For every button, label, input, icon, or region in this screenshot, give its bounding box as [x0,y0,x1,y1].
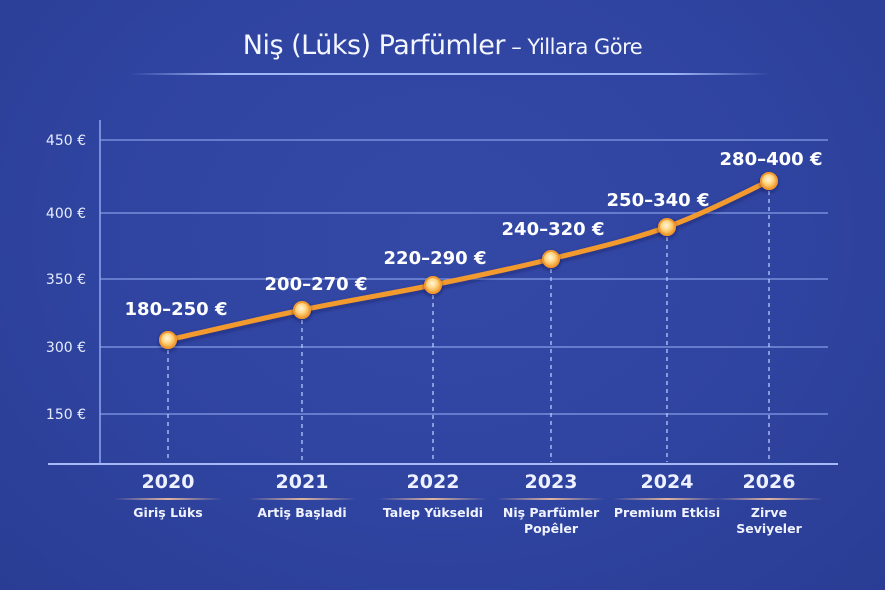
title-divider [130,73,770,75]
data-label: 180–250 € [125,299,228,320]
category-description: Seviyeler [736,521,802,536]
x-category-2020: 2020 Giriş Lüks [93,470,243,521]
x-category-2022: 2022 Talep Yükseldi [358,470,508,521]
category-year: 2026 [742,471,796,493]
x-category-2021: 2021 Artiş Başladi [227,470,377,521]
data-point-marker[interactable] [760,172,778,190]
category-year: 2022 [406,471,460,493]
x-category-2026: 2026 Zirve Seviyeler [694,470,844,537]
y-tick-label: 350 € [46,272,86,288]
category-description: Talep Yükseldi [382,505,484,520]
category-description: Zirve [750,505,788,520]
category-description: Niş Parfümler [502,505,600,520]
category-description: Premium Etkisi [613,505,721,520]
chart-title-separator: – [505,35,528,59]
price-line [165,178,772,343]
category-divider [497,498,605,500]
data-point-marker[interactable] [424,276,442,294]
data-points [159,172,778,349]
chart-title: Niş (Lüks) Parfümler – Yillara Göre [0,30,885,61]
data-point-marker[interactable] [293,301,311,319]
data-label: 200–270 € [265,274,368,295]
data-labels: 180–250 € 200–270 € 220–290 € 240–320 €250–… [125,149,823,320]
y-tick-label: 400 € [46,206,86,222]
category-divider [248,498,356,500]
data-label: 280–400 € [720,149,823,170]
category-description: Artiş Başladi [257,505,347,520]
x-category-2023: 2023 Niş Parfümler Popêler [476,470,626,537]
drop-lines [167,191,770,462]
category-divider [613,498,721,500]
data-point-marker[interactable] [542,250,560,268]
category-year: 2023 [524,471,578,493]
y-axis-ticks: 450 € 400 € 350 € 300 € 150 € [46,133,86,423]
data-label: 220–290 € [384,248,487,269]
category-divider [715,498,823,500]
category-divider [379,498,487,500]
category-divider [114,498,222,500]
data-label: 250–340 € [607,190,710,211]
data-point-marker[interactable] [159,331,177,349]
y-tick-label: 300 € [46,340,86,356]
category-year: 2024 [640,471,694,493]
category-description: Giriş Lüks [133,505,203,520]
y-tick-label: 150 € [46,407,86,423]
y-tick-label: 450 € [46,133,86,149]
data-point-marker[interactable] [658,218,676,236]
chart-title-main: Niş (Lüks) Parfümler [242,30,506,61]
category-year: 2020 [141,471,195,493]
x-category-2024: 2024 Premium Etkisi [592,470,742,521]
category-year: 2021 [275,471,329,493]
chart-title-subtitle: Yillara Göre [527,35,643,59]
data-label: 240–320 € [502,219,605,240]
category-description: Popêler [523,521,579,536]
